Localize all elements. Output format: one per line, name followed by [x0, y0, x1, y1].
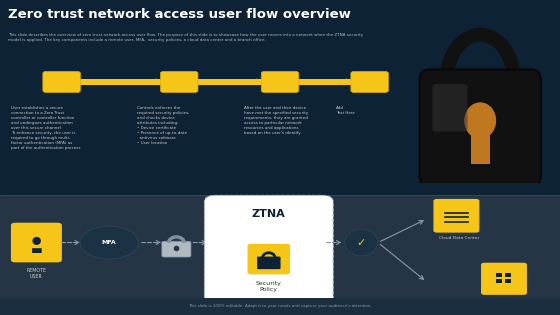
- Circle shape: [80, 226, 138, 259]
- FancyBboxPatch shape: [351, 71, 389, 93]
- FancyBboxPatch shape: [419, 69, 541, 186]
- FancyBboxPatch shape: [248, 244, 290, 274]
- FancyBboxPatch shape: [11, 223, 62, 262]
- Text: This slide is 100% editable. Adapt it to your needs and capture your audience's : This slide is 100% editable. Adapt it to…: [188, 305, 372, 308]
- Bar: [496, 279, 502, 283]
- FancyBboxPatch shape: [433, 199, 479, 232]
- Bar: [470, 124, 490, 164]
- Text: ✓: ✓: [357, 238, 366, 248]
- FancyBboxPatch shape: [0, 0, 560, 195]
- Text: Add
Text Here: Add Text Here: [336, 106, 355, 115]
- Text: This slide describes the overview of zero trust network access user flow. The pu: This slide describes the overview of zer…: [8, 33, 363, 42]
- Bar: [505, 273, 511, 277]
- FancyBboxPatch shape: [298, 79, 352, 85]
- FancyBboxPatch shape: [432, 84, 468, 132]
- Text: ZTNA: ZTNA: [252, 209, 286, 220]
- Text: ▬: ▬: [31, 244, 42, 257]
- FancyBboxPatch shape: [198, 79, 262, 85]
- Circle shape: [464, 102, 496, 139]
- Text: User establishes a secure
connection to a Zero Trust
controller or controller fu: User establishes a secure connection to …: [11, 106, 81, 150]
- Text: MFA: MFA: [102, 240, 116, 245]
- Text: Security
Policy: Security Policy: [256, 281, 282, 292]
- Text: After the user and their device
have met the specified security
requirements, th: After the user and their device have met…: [244, 106, 308, 135]
- Text: ⬤: ⬤: [32, 237, 41, 245]
- FancyBboxPatch shape: [0, 195, 560, 315]
- Text: Zero trust network access user flow overview: Zero trust network access user flow over…: [8, 8, 351, 21]
- FancyBboxPatch shape: [162, 241, 191, 257]
- FancyBboxPatch shape: [257, 256, 281, 269]
- Text: Cloud Data Center: Cloud Data Center: [439, 236, 479, 240]
- Text: REMOTE
USER: REMOTE USER: [26, 268, 46, 279]
- FancyBboxPatch shape: [204, 195, 333, 309]
- Text: Branch office: Branch office: [489, 299, 519, 303]
- FancyBboxPatch shape: [481, 263, 527, 295]
- FancyBboxPatch shape: [0, 298, 560, 315]
- Text: Controls enforces the
required security policies,
and checks device
attributes i: Controls enforces the required security …: [137, 106, 190, 145]
- Bar: [505, 279, 511, 283]
- FancyBboxPatch shape: [43, 71, 81, 93]
- FancyBboxPatch shape: [160, 71, 198, 93]
- FancyBboxPatch shape: [261, 71, 299, 93]
- Bar: [496, 273, 502, 277]
- Ellipse shape: [345, 229, 377, 256]
- FancyBboxPatch shape: [80, 79, 161, 85]
